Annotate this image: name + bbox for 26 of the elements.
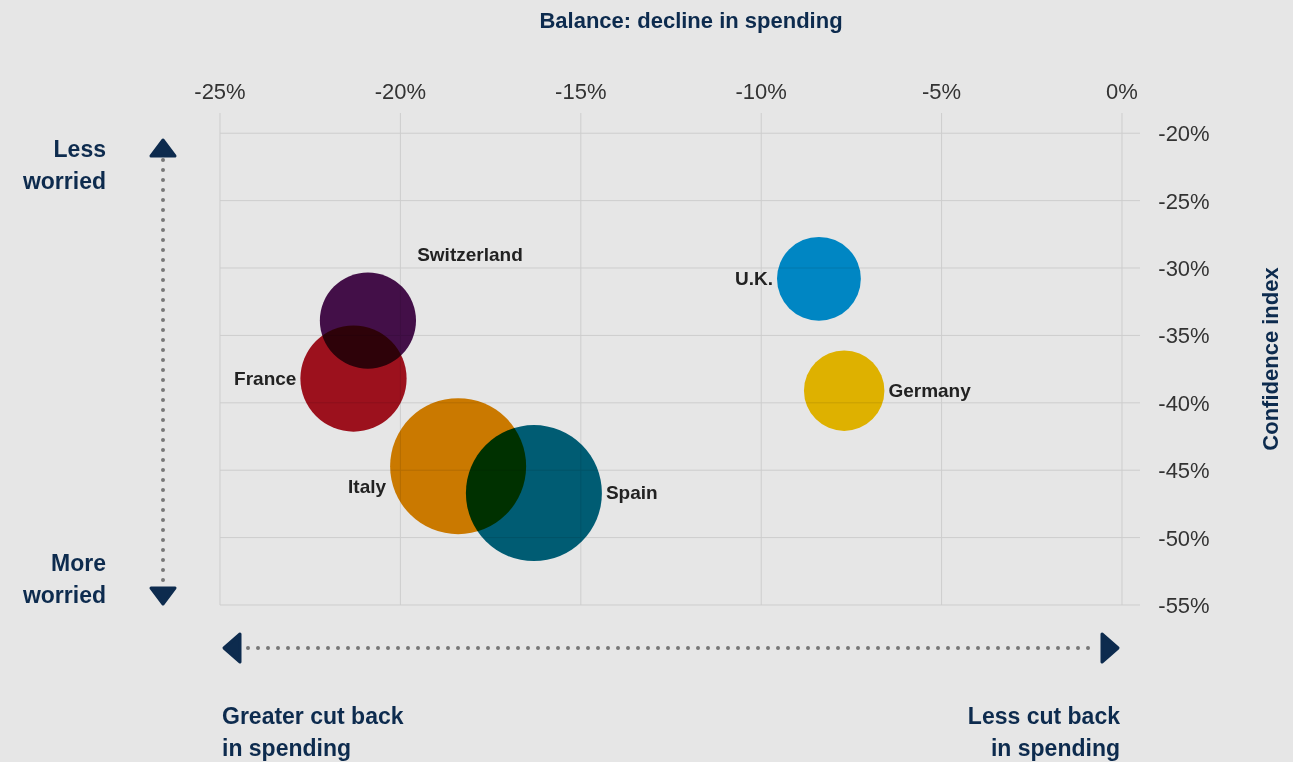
text: Greater cut back in spending: [222, 703, 404, 761]
y-tick-label: -20%: [1158, 121, 1210, 147]
y-tick-label: -50%: [1158, 525, 1210, 551]
x-tick-label: 0%: [1106, 79, 1138, 104]
y-tick-label: -25%: [1158, 188, 1210, 214]
y-tick-label: -30%: [1158, 256, 1210, 282]
x-axis-title: Balance: decline in spending: [539, 8, 843, 33]
series-label: U.K.: [735, 267, 774, 289]
text: More worried: [21, 550, 106, 608]
x-tick-label: -15%: [555, 79, 607, 104]
y-tick-label: -35%: [1158, 323, 1210, 349]
y-axis-title: Confidence index: [1258, 266, 1283, 451]
series-label: Spain: [605, 482, 658, 504]
y-tick-label: -55%: [1158, 593, 1210, 618]
text: Less worried: [21, 136, 106, 194]
series-label: Italy: [348, 475, 387, 497]
series-label: Switzerland: [417, 243, 523, 265]
text: Less cut back in spending: [967, 703, 1121, 761]
y-tick-label: -40%: [1158, 390, 1210, 416]
series-label: France: [234, 367, 297, 389]
x-tick-label: -20%: [374, 79, 427, 104]
x-tick-label: -5%: [922, 79, 962, 104]
x-tick-label: -10%: [735, 79, 787, 104]
x-tick-label: -25%: [194, 79, 246, 104]
y-tick-label: -45%: [1158, 458, 1210, 484]
series-label: Germany: [888, 379, 972, 401]
